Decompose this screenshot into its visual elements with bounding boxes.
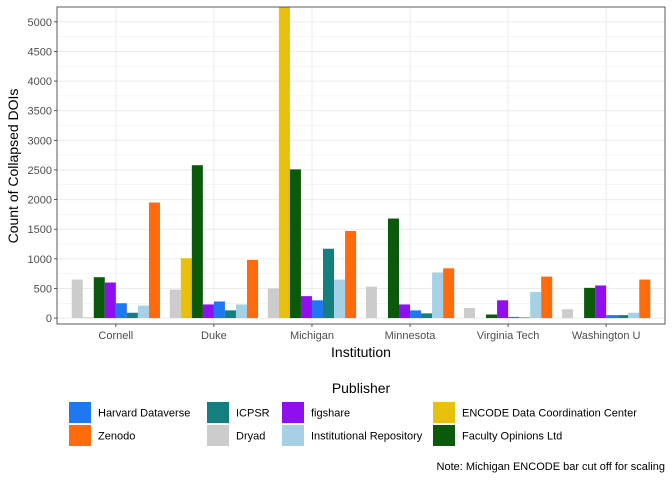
bar [334, 279, 346, 319]
bar [508, 316, 520, 319]
panel-border [56, 6, 666, 325]
legend-label: Faculty Opinions Ltd [462, 431, 562, 443]
bar [345, 230, 357, 319]
legend-label: Zenodo [98, 431, 135, 443]
x-axis-ticks: Cornell Duke Michigan Minnesota Virginia Tec… [98, 324, 641, 342]
bar [247, 260, 259, 319]
bar [213, 301, 225, 319]
legend-label: Dryad [236, 431, 265, 443]
bar [289, 169, 301, 319]
bar [71, 279, 83, 319]
bar [278, 7, 290, 319]
bar [387, 218, 399, 319]
legend-label: Institutional Repository [311, 431, 423, 443]
legend-label: Harvard Dataverse [98, 408, 190, 420]
caption: Note: Michigan ENCODE bar cut off for sc… [437, 461, 665, 473]
bar [191, 165, 203, 319]
bar [235, 304, 247, 319]
bar [169, 289, 181, 319]
bar [202, 304, 214, 319]
y-axis-title: Count of Collapsed DOIs [5, 89, 21, 244]
x-tick-label: Cornell [98, 330, 133, 342]
bar [541, 276, 553, 319]
x-tick-label: Virginia Tech [477, 330, 540, 342]
bar [104, 282, 116, 319]
bar [463, 308, 475, 319]
legend-swatch [69, 425, 91, 446]
bar [628, 312, 640, 319]
bar [365, 286, 377, 319]
bar [519, 317, 531, 319]
bar [584, 287, 596, 319]
bar [399, 304, 411, 319]
y-tick-label: 0 [46, 313, 52, 325]
panel-background [57, 7, 665, 324]
legend-swatch [282, 402, 304, 423]
legend-swatch [433, 425, 455, 446]
bar [148, 202, 160, 319]
bar [432, 272, 444, 319]
legend: Harvard Dataverse Zenodo ICPSR Dryad figshar… [69, 402, 637, 446]
bar [126, 312, 138, 319]
y-tick-label: 3000 [28, 135, 52, 147]
bar [421, 313, 433, 319]
bar [410, 310, 422, 319]
bar [137, 305, 149, 319]
y-tick-label: 1500 [28, 224, 52, 236]
bar [562, 309, 574, 319]
bar [323, 248, 335, 319]
legend-swatch [207, 425, 229, 446]
bar [606, 315, 618, 319]
x-tick-label: Washington U [572, 330, 641, 342]
legend-title: Publisher [332, 380, 391, 396]
bar [311, 300, 323, 319]
bar [115, 303, 127, 319]
bar [180, 258, 192, 319]
y-tick-label: 500 [34, 283, 52, 295]
legend-label: ICPSR [236, 408, 270, 420]
bar [267, 288, 279, 319]
bar [530, 292, 542, 319]
y-tick-label: 4500 [28, 46, 52, 58]
bar [639, 279, 651, 319]
x-tick-label: Duke [201, 330, 227, 342]
bar [93, 277, 105, 319]
bar [595, 285, 607, 319]
legend-label: ENCODE Data Coordination Center [462, 408, 637, 420]
legend-swatch [207, 402, 229, 423]
y-tick-label: 4000 [28, 76, 52, 88]
legend-swatch [282, 425, 304, 446]
y-tick-label: 2500 [28, 165, 52, 177]
y-tick-label: 2000 [28, 195, 52, 207]
legend-label: figshare [311, 408, 350, 420]
x-tick-label: Minnesota [385, 330, 437, 342]
y-tick-label: 5000 [28, 17, 52, 29]
y-tick-label: 3500 [28, 106, 52, 118]
bar [300, 296, 312, 319]
bar [443, 268, 455, 319]
bar [497, 300, 509, 319]
bar [486, 314, 498, 319]
y-axis-ticks: 0 500 1000 1500 2000 2500 3000 3500 4000 4500 5000 [28, 17, 57, 325]
x-axis-title: Institution [331, 344, 391, 360]
y-tick-label: 1000 [28, 254, 52, 266]
legend-swatch [69, 402, 91, 423]
x-tick-label: Michigan [290, 330, 334, 342]
bars [71, 7, 651, 319]
bar [82, 317, 94, 319]
bar [224, 310, 236, 319]
legend-swatch [433, 402, 455, 423]
bar [617, 315, 629, 319]
